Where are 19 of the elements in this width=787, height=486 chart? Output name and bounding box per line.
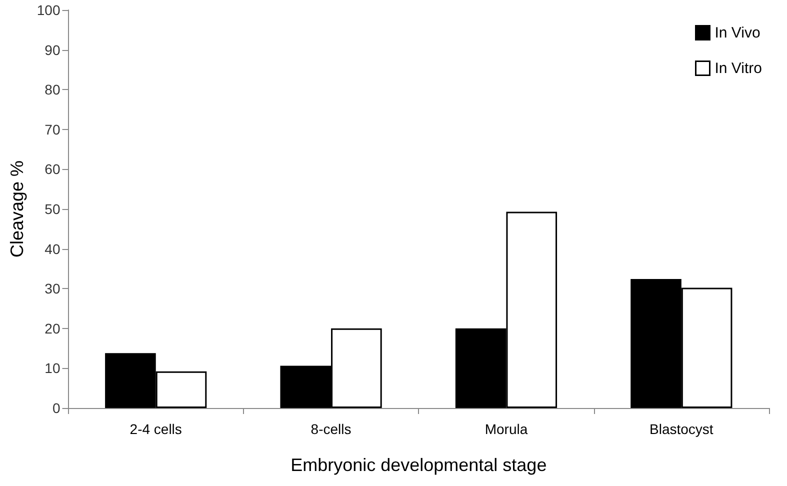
y-tick-label: 40	[44, 240, 60, 257]
legend-label: In Vivo	[714, 24, 760, 42]
x-tick-label: Blastocyst	[650, 421, 714, 437]
y-tick-label: 10	[44, 360, 60, 376]
y-tick-label: 100	[36, 2, 60, 18]
x-tick-label: 8-cells	[310, 421, 352, 437]
y-tick-label: 60	[44, 161, 60, 178]
x-tick-label: Morula	[484, 421, 528, 437]
y-tick-label: 90	[44, 42, 60, 58]
y-tick-label: 50	[44, 201, 60, 217]
y-tick-label: 20	[44, 320, 60, 336]
x-axis-title: Embryonic developmental stage	[290, 455, 547, 475]
x-tick-label: 2-4 cells	[130, 421, 182, 437]
legend-label: In Vitro	[714, 60, 762, 77]
y-tick-label: 80	[44, 82, 60, 98]
y-tick-label: 30	[44, 280, 60, 297]
y-axis-title: Cleavage %	[7, 160, 27, 258]
y-tick-label: 0	[52, 400, 60, 416]
y-tick-label: 70	[44, 121, 60, 138]
